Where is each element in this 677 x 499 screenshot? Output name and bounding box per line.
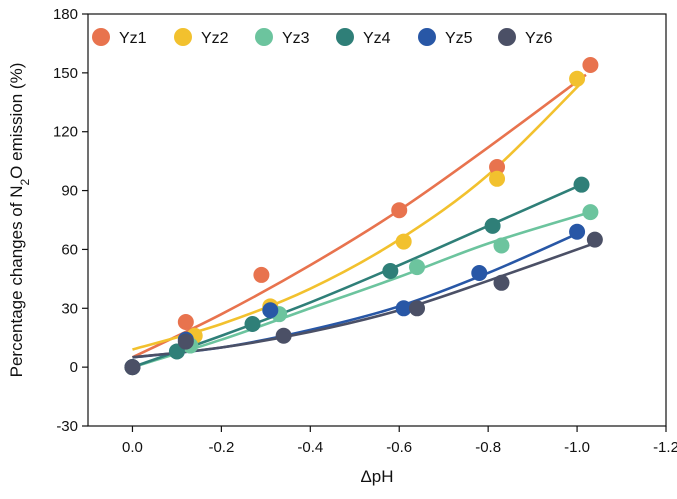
legend-label: Yz4 xyxy=(363,30,391,47)
data-point-yz1 xyxy=(177,314,194,331)
y-tick-label: 120 xyxy=(53,124,78,141)
legend-item-yz3: Yz3 xyxy=(255,28,310,47)
legend-label: Yz1 xyxy=(119,30,147,47)
data-point-yz2 xyxy=(489,170,506,187)
x-tick-label: -0.4 xyxy=(297,439,323,456)
x-tick-label: 0.0 xyxy=(122,439,143,456)
y-tick-label: 90 xyxy=(61,183,78,200)
y-tick-label: 0 xyxy=(70,359,78,376)
y-tick-label: 150 xyxy=(53,65,78,82)
legend-item-yz4: Yz4 xyxy=(336,28,391,47)
legend-marker xyxy=(336,28,354,46)
data-point-yz6 xyxy=(409,300,426,317)
data-point-yz1 xyxy=(391,202,408,219)
legend-label: Yz6 xyxy=(525,30,553,47)
data-point-yz4 xyxy=(573,176,590,193)
data-point-yz5 xyxy=(569,223,586,240)
legend-marker xyxy=(174,28,192,46)
data-point-yz6 xyxy=(586,231,603,248)
legend-label: Yz3 xyxy=(282,30,310,47)
y-tick-label: 30 xyxy=(61,300,78,317)
x-tick-label: -0.2 xyxy=(208,439,234,456)
y-tick-label: 180 xyxy=(53,6,78,23)
y-axis-label-part: O emission (%) xyxy=(7,63,26,179)
data-point-yz3 xyxy=(493,237,510,254)
data-points xyxy=(124,57,603,376)
legend-item-yz5: Yz5 xyxy=(418,28,473,47)
legend-label: Yz2 xyxy=(201,30,229,47)
data-point-yz4 xyxy=(244,315,261,332)
legend-marker xyxy=(418,28,436,46)
fit-line-yz4 xyxy=(132,183,583,369)
y-tick-label: 60 xyxy=(61,241,78,258)
x-tick-label: -1.0 xyxy=(564,439,590,456)
data-point-yz1 xyxy=(253,266,270,283)
axis-ticks: 0.0 -0.2 -0.4 -0.6 -0.8 -1.0 -1.2 -30 0 30 60 90 120… xyxy=(53,6,677,456)
data-point-yz3 xyxy=(582,204,599,221)
data-point-yz1 xyxy=(489,159,506,176)
data-point-yz6 xyxy=(177,333,194,350)
y-tick-label: -30 xyxy=(56,418,78,435)
legend-item-yz1: Yz1 xyxy=(92,28,147,47)
x-axis-label: ΔpH xyxy=(360,467,393,486)
legend-marker xyxy=(498,28,516,46)
x-tick-label: -0.6 xyxy=(386,439,412,456)
fit-line-yz6 xyxy=(132,240,600,359)
data-point-yz6 xyxy=(493,274,510,291)
fit-line-yz3 xyxy=(132,210,591,369)
data-point-yz2 xyxy=(395,233,412,250)
legend-item-yz6: Yz6 xyxy=(498,28,553,47)
legend-marker xyxy=(92,28,110,46)
data-point-yz1 xyxy=(582,57,599,74)
plot-frame xyxy=(87,13,667,427)
data-point-yz4 xyxy=(382,263,399,280)
data-point-yz3 xyxy=(409,259,426,276)
y-axis-label-part: Percentage changes of N xyxy=(7,186,26,378)
x-tick-label: -0.8 xyxy=(475,439,501,456)
legend-item-yz2: Yz2 xyxy=(174,28,229,47)
data-point-yz5 xyxy=(395,300,412,317)
y-axis-label-subscript: 2 xyxy=(18,179,32,186)
fit-curves xyxy=(131,73,600,369)
data-point-yz5 xyxy=(471,264,488,281)
legend-marker xyxy=(255,28,273,46)
fit-line-yz1 xyxy=(131,73,587,359)
y-axis-label: Percentage changes of N2O emission (%) xyxy=(7,63,32,378)
x-tick-label: -1.2 xyxy=(653,439,677,456)
data-point-yz2 xyxy=(569,70,586,87)
data-point-yz6 xyxy=(275,327,292,344)
data-point-yz6 xyxy=(124,359,141,376)
legend-label: Yz5 xyxy=(445,30,473,47)
fit-line-yz2 xyxy=(132,81,583,351)
data-point-yz5 xyxy=(262,302,279,319)
legend: Yz1 Yz2 Yz3 Yz4 Yz5 Yz6 xyxy=(92,28,553,47)
data-point-yz4 xyxy=(484,217,501,234)
